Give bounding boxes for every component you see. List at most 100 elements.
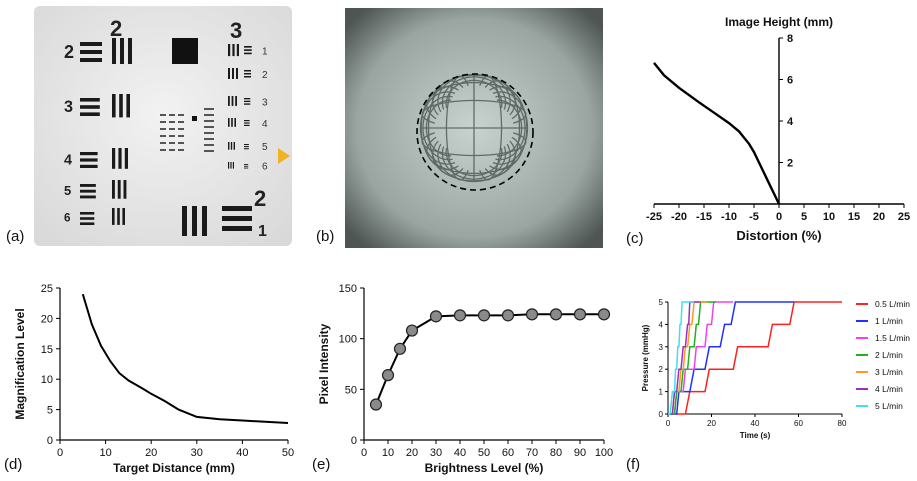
target-bar — [232, 162, 234, 169]
target-bar — [117, 208, 120, 225]
target-bar — [235, 96, 237, 106]
target-bar — [244, 144, 249, 146]
panel-label-d: (d) — [4, 456, 23, 473]
data-point — [369, 398, 383, 411]
y-axis-label: Pixel Intensity — [317, 323, 331, 404]
y-tick-label: 3 — [659, 343, 664, 352]
data-point — [453, 309, 467, 322]
target-element-number: 3 — [64, 98, 73, 116]
target-bar — [204, 132, 214, 134]
chart-title: Image Height (mm) — [725, 15, 833, 29]
target-bar — [178, 128, 184, 130]
target-bar — [80, 112, 100, 116]
legend-label: 1 L/min — [875, 316, 903, 326]
target-bar — [126, 94, 130, 118]
target-bar — [230, 162, 232, 169]
target-bar — [228, 68, 230, 79]
y-tick-label: 1 — [659, 388, 664, 397]
target-bar — [244, 70, 251, 72]
x-tick-label: -5 — [749, 211, 759, 223]
panel-label-a: (a) — [6, 228, 25, 245]
x-tick-label: 0 — [57, 447, 63, 459]
target-bar — [244, 100, 251, 103]
target-bar — [228, 96, 230, 106]
x-tick-label: 0 — [776, 211, 782, 223]
data-line — [81, 293, 289, 424]
series-line — [668, 301, 716, 415]
y-tick-label: 20 — [41, 313, 53, 325]
grid-line — [441, 76, 507, 110]
chart-d: 0 10 20 30 40 50 0 5 10 15 20 25 Target Distance (mm… — [13, 283, 294, 475]
target-bar — [228, 44, 231, 57]
x-axis-label: Time (s) — [740, 431, 771, 440]
x-tick-label: -10 — [721, 211, 737, 223]
x-tick-label: 40 — [751, 419, 760, 428]
target-bar — [178, 149, 184, 151]
target-bar — [112, 180, 115, 199]
data-point — [477, 309, 491, 322]
legend-label: 4 L/min — [875, 384, 903, 394]
y-tick-label: 4 — [659, 320, 664, 329]
y-tick-label: 5 — [47, 405, 53, 417]
target-bar — [80, 50, 102, 54]
legend-label: 1.5 L/min — [875, 333, 910, 343]
target-bar — [80, 164, 98, 168]
data-point — [525, 308, 539, 321]
x-tick-label: 30 — [430, 447, 442, 459]
x-tick-label: 40 — [454, 447, 466, 459]
target-bar — [244, 167, 249, 169]
target-bar — [117, 180, 121, 199]
target-bar — [244, 98, 251, 100]
target-bar — [228, 142, 230, 150]
x-tick-label: 90 — [574, 447, 586, 459]
target-element-number: 2 — [64, 42, 74, 62]
target-element-number: 4 — [262, 119, 268, 130]
target-bar — [244, 122, 250, 124]
target-bar — [178, 114, 184, 116]
chart-f: 0 20 40 60 80 0 1 2 3 4 5 Time (s) Pressure (mmHg) 0.… — [641, 298, 910, 440]
x-axis-label: Target Distance (mm) — [113, 461, 235, 475]
target-bar — [80, 212, 95, 215]
y-axis-label: Pressure (mmHg) — [641, 324, 650, 391]
target-bar — [80, 184, 96, 187]
grid-line — [431, 140, 517, 182]
target-bar — [178, 135, 184, 137]
series-line — [668, 301, 701, 415]
target-group-number: 3 — [230, 18, 242, 43]
legend-label: 5 L/min — [875, 401, 903, 411]
target-bar — [204, 150, 214, 152]
target-bar — [244, 103, 251, 105]
target-element-number: 6 — [64, 212, 71, 225]
target-bar — [124, 148, 128, 169]
target-bar — [123, 180, 127, 199]
data-point — [549, 308, 563, 321]
x-tick-label: -15 — [696, 211, 712, 223]
grid-line — [441, 146, 507, 180]
target-bar — [80, 217, 95, 220]
target-square — [172, 38, 198, 64]
target-bar — [192, 206, 197, 236]
target-bar — [230, 142, 233, 150]
x-tick-label: 10 — [382, 447, 394, 459]
target-bar — [169, 128, 175, 130]
x-tick-label: 50 — [282, 447, 294, 459]
target-element-number: 1 — [262, 47, 268, 58]
target-bar — [119, 94, 123, 118]
target-group-number: 2 — [254, 186, 266, 211]
y-tick-label: 0 — [659, 410, 664, 419]
x-tick-label: 40 — [236, 447, 248, 459]
target-group-number: 2 — [110, 16, 122, 41]
target-bar — [160, 121, 166, 123]
data-line — [653, 62, 781, 205]
grid-line — [421, 132, 527, 157]
panel-label-c: (c) — [626, 230, 644, 247]
target-bar — [80, 58, 102, 62]
distorted-grid-image — [345, 8, 603, 248]
target-element-number: 1 — [258, 223, 267, 240]
y-tick-label: 10 — [41, 374, 53, 386]
target-bar — [231, 118, 233, 127]
y-tick-label: 2 — [787, 158, 793, 170]
data-point — [405, 324, 419, 337]
target-bar — [244, 124, 250, 126]
x-tick-label: 80 — [838, 419, 847, 428]
